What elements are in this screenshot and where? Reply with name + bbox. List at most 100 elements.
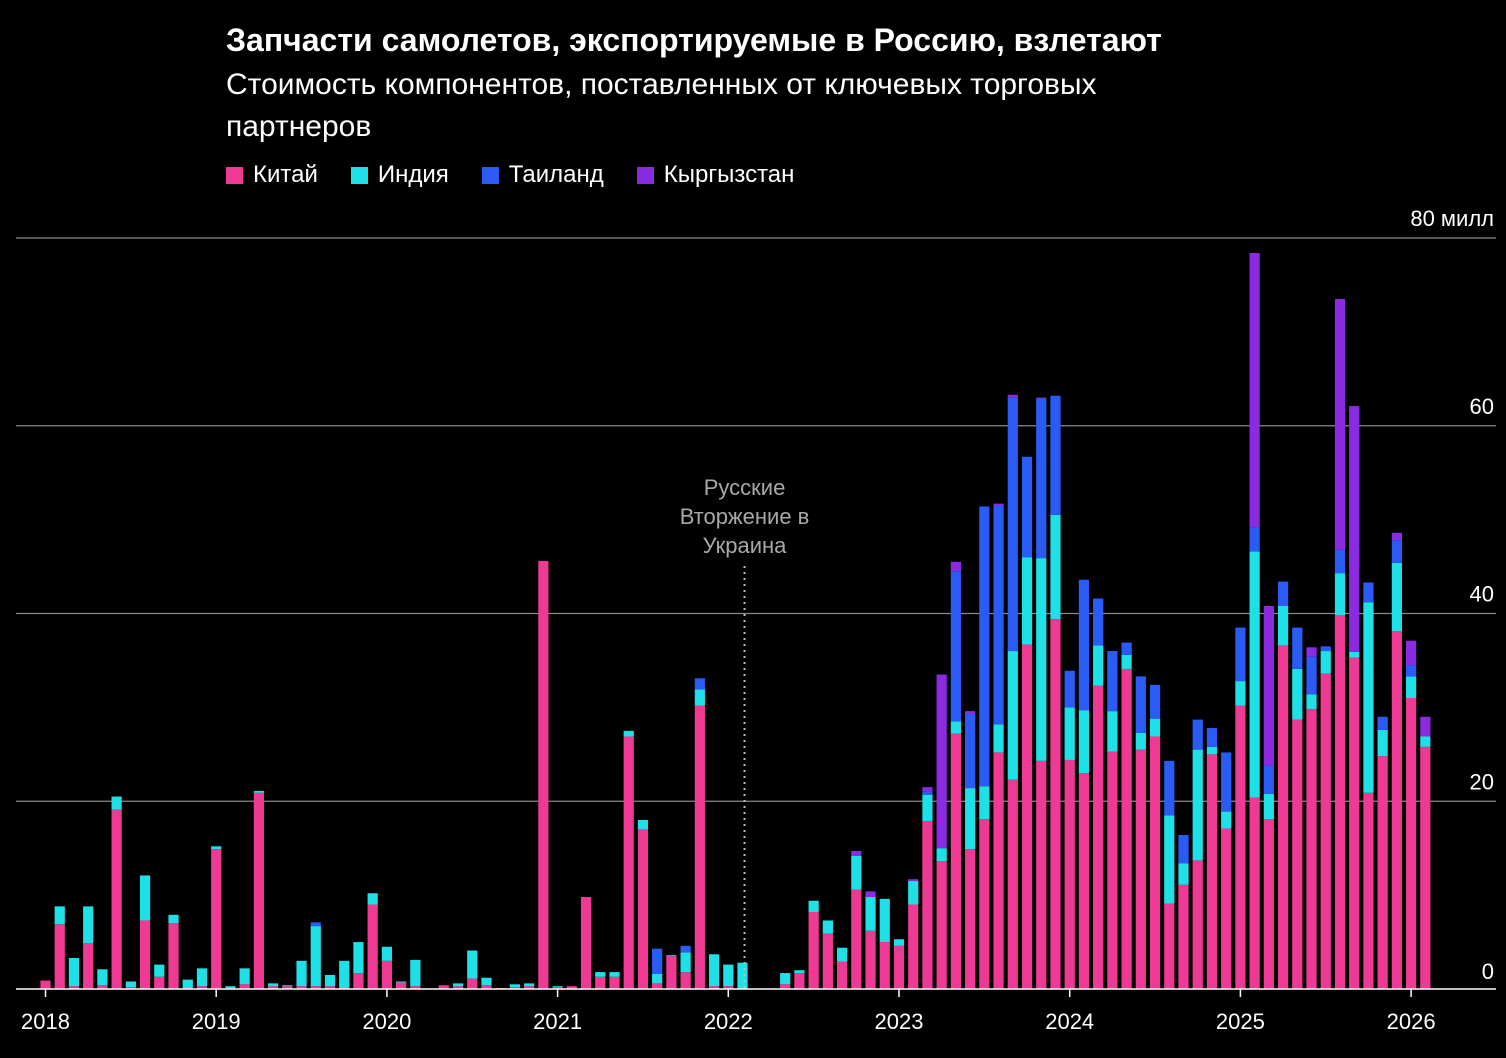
bar-segment [1021, 456, 1033, 558]
bar-segment [666, 955, 677, 957]
bars [40, 253, 1431, 989]
bar-segment [908, 904, 919, 989]
y-axis-labels: 80 милл 60 40 20 0 [1410, 206, 1494, 984]
chart-title: Запчасти самолетов, экспортируемые в Рос… [226, 22, 1162, 58]
bar-segment [808, 912, 819, 989]
bar-segment [566, 986, 577, 989]
bar-segment [822, 920, 833, 934]
bar-segment [1007, 779, 1018, 989]
bar-segment [936, 674, 947, 849]
bar-segment [1121, 668, 1132, 989]
bar-segment [780, 984, 791, 989]
bar-segment [1420, 736, 1431, 747]
bar-segment [1135, 676, 1146, 733]
bar-segment [708, 986, 720, 989]
legend-swatch-thailand [481, 166, 499, 184]
bar-segment [737, 962, 748, 989]
bar-segment [922, 794, 933, 821]
bar-segment [1192, 719, 1203, 750]
bar-segment [1221, 828, 1232, 989]
bar-segment [481, 977, 492, 986]
bar-segment [595, 972, 606, 977]
bar-segment [723, 964, 734, 987]
bar-segment [879, 898, 890, 943]
bar-segment [296, 986, 307, 989]
bar-segment [111, 809, 122, 989]
bar-segment [168, 914, 179, 924]
bar-segment [1235, 705, 1246, 989]
annotation-text: Русские [704, 475, 786, 500]
bar-segment [509, 987, 521, 989]
bar-segment [1334, 573, 1346, 616]
x-tick-label: 2026 [1387, 1009, 1436, 1034]
y-tick-label: 80 милл [1410, 206, 1494, 231]
bar-segment [467, 950, 478, 979]
bar-segment [1334, 549, 1346, 574]
bar-segment [1192, 860, 1203, 989]
bar-segment [1093, 598, 1104, 646]
bar-segment [1406, 640, 1417, 666]
bar-segment [339, 960, 350, 989]
bar-segment [225, 986, 236, 989]
bar-segment [580, 897, 592, 989]
bar-segment [282, 986, 293, 989]
legend-item-china: Китай [226, 161, 318, 189]
bar-segment [1263, 605, 1274, 766]
bar-segment [1050, 619, 1061, 989]
bar-segment [268, 986, 279, 989]
bar-segment [211, 849, 222, 989]
bar-segment [623, 730, 634, 737]
bar-segment [196, 968, 208, 987]
bar-segment [1021, 557, 1033, 645]
bar-segment [367, 904, 378, 989]
bar-segment [950, 721, 961, 734]
bar-segment [922, 791, 933, 795]
bar-segment [851, 855, 862, 890]
bar-segment [1320, 646, 1331, 652]
bar-segment [1235, 627, 1246, 682]
bar-segment [1036, 558, 1047, 761]
bar-segment [68, 986, 80, 989]
bar-segment [353, 973, 364, 989]
bar-segment [1093, 685, 1104, 989]
bar-segment [310, 986, 321, 989]
bar-segment [538, 560, 549, 989]
bar-segment [1178, 884, 1189, 989]
bar-segment [922, 787, 933, 792]
bar-segment [1292, 719, 1303, 989]
bar-segment [396, 982, 407, 989]
bar-segment [908, 881, 919, 905]
bar-segment [609, 972, 620, 977]
bar-segment [637, 820, 649, 830]
bar-segment [353, 942, 364, 974]
y-tick-label: 20 [1470, 769, 1494, 794]
bar-segment [1064, 707, 1075, 760]
bar-segment [1121, 654, 1132, 669]
bar-segment [993, 503, 1004, 506]
bar-segment [524, 983, 535, 987]
bar-segment [652, 973, 663, 984]
bar-segment [1107, 711, 1118, 752]
legend-label-kyrgyzstan: Кыргызстан [663, 161, 795, 188]
bar-segment [1349, 657, 1360, 989]
y-tick-label: 40 [1470, 582, 1494, 607]
bar-segment [452, 986, 464, 989]
bar-segment [965, 713, 976, 789]
bar-segment [1036, 760, 1047, 989]
bar-segment [410, 986, 421, 989]
bar-segment [694, 678, 705, 690]
bar-segment [1178, 863, 1189, 885]
bar-segment [239, 984, 250, 989]
bar-segment [1078, 710, 1090, 774]
bar-segment [1363, 582, 1374, 603]
x-tick-label: 2021 [533, 1009, 582, 1034]
bar-segment [296, 960, 307, 987]
bar-segment [780, 973, 791, 985]
bar-segment [808, 900, 819, 913]
bar-segment [1149, 684, 1161, 719]
bar-segment [623, 736, 634, 989]
bar-segment [680, 945, 691, 953]
bar-segment [1249, 527, 1260, 552]
invasion-annotation: Русские Вторжение в Украина [680, 475, 809, 989]
